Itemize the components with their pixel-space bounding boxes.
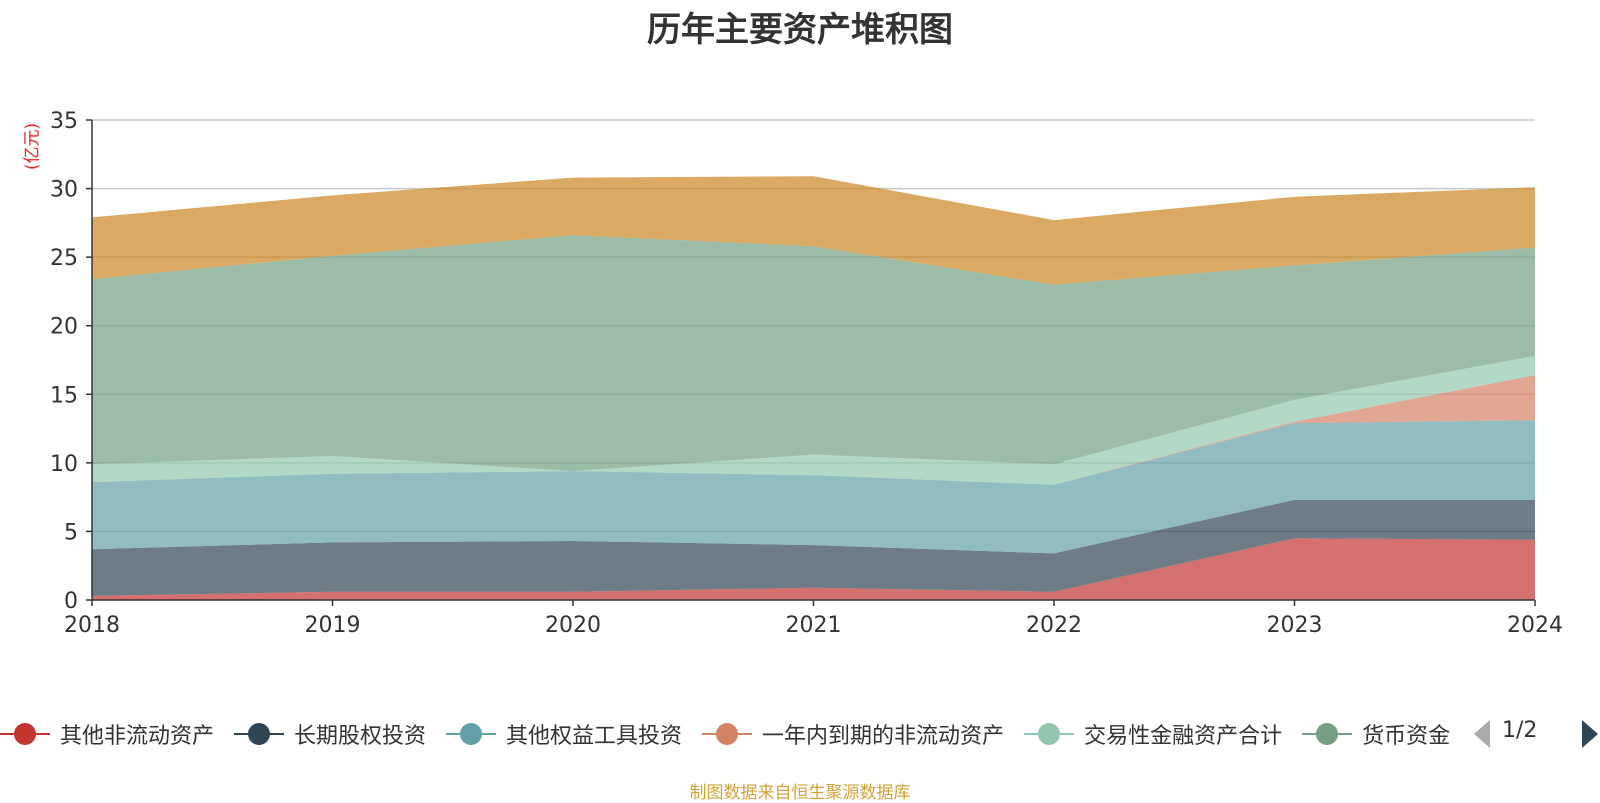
legend-pager: 1/2 bbox=[1474, 714, 1600, 754]
area-series-0 bbox=[92, 538, 1535, 600]
legend-marker-icon bbox=[702, 722, 753, 746]
legend-label: 其他权益工具投资 bbox=[506, 724, 683, 749]
x-tick-label: 2023 bbox=[1267, 613, 1323, 638]
legend-prev-page-icon[interactable] bbox=[1474, 720, 1490, 748]
data-source-note: 制图数据来自恒生聚源数据库 bbox=[689, 783, 911, 803]
legend-marker-icon bbox=[446, 722, 497, 746]
y-tick-label: 35 bbox=[50, 109, 78, 134]
legend-label: 货币资金 bbox=[1362, 724, 1451, 749]
x-tick-label: 2022 bbox=[1026, 613, 1082, 638]
y-tick-label: 20 bbox=[50, 315, 78, 340]
legend-label: 其他非流动资产 bbox=[60, 724, 215, 749]
legend-item[interactable]: 一年内到期的非流动资产 bbox=[702, 714, 1004, 754]
x-tick-label: 2021 bbox=[786, 613, 842, 638]
legend-label: 交易性金融资产合计 bbox=[1084, 724, 1283, 749]
y-tick-label: 25 bbox=[50, 246, 78, 271]
legend-item[interactable]: 其他非流动资产 bbox=[0, 714, 214, 754]
y-tick-label: 10 bbox=[50, 452, 78, 477]
legend-next-page-icon[interactable] bbox=[1582, 720, 1598, 748]
area-series-6 bbox=[92, 176, 1535, 285]
legend-marker-icon bbox=[0, 722, 50, 746]
legend-item[interactable]: 货币资金 bbox=[1302, 714, 1450, 754]
area-series-2 bbox=[92, 420, 1535, 554]
legend-marker-icon bbox=[1302, 722, 1353, 746]
legend-label: 一年内到期的非流动资产 bbox=[762, 724, 1005, 749]
x-tick-label: 2020 bbox=[545, 613, 601, 638]
chart-legend: 其他非流动资产 长期股权投资 其他权益工具投资 一年内到期的非流动资产 交易性金融资产合… bbox=[0, 714, 1480, 754]
area-chart: 0 5 10 15 20 25 30 35 2018 2019 2020 2021 2022 2023 20… bbox=[50, 109, 1563, 638]
legend-item[interactable]: 交易性金融资产合计 bbox=[1024, 714, 1282, 754]
y-tick-label: 5 bbox=[64, 520, 78, 545]
legend-marker-icon bbox=[234, 722, 285, 746]
chart-title: 历年主要资产堆积图 bbox=[647, 10, 953, 50]
legend-marker-icon bbox=[1024, 722, 1075, 746]
x-tick-label: 2018 bbox=[64, 613, 120, 638]
x-tick-label: 2019 bbox=[305, 613, 361, 638]
area-series-4 bbox=[92, 355, 1535, 485]
y-tick-label: 0 bbox=[64, 589, 78, 614]
legend-item[interactable]: 其他权益工具投资 bbox=[446, 714, 682, 754]
legend-item[interactable]: 长期股权投资 bbox=[234, 714, 426, 754]
legend-page-indicator: 1/2 bbox=[1502, 718, 1538, 743]
x-tick-label: 2024 bbox=[1507, 613, 1563, 638]
y-tick-label: 30 bbox=[50, 178, 78, 203]
area-series-5 bbox=[92, 235, 1535, 472]
area-series-1 bbox=[92, 499, 1535, 596]
legend-label: 长期股权投资 bbox=[294, 724, 427, 749]
y-tick-label: 15 bbox=[50, 383, 78, 408]
